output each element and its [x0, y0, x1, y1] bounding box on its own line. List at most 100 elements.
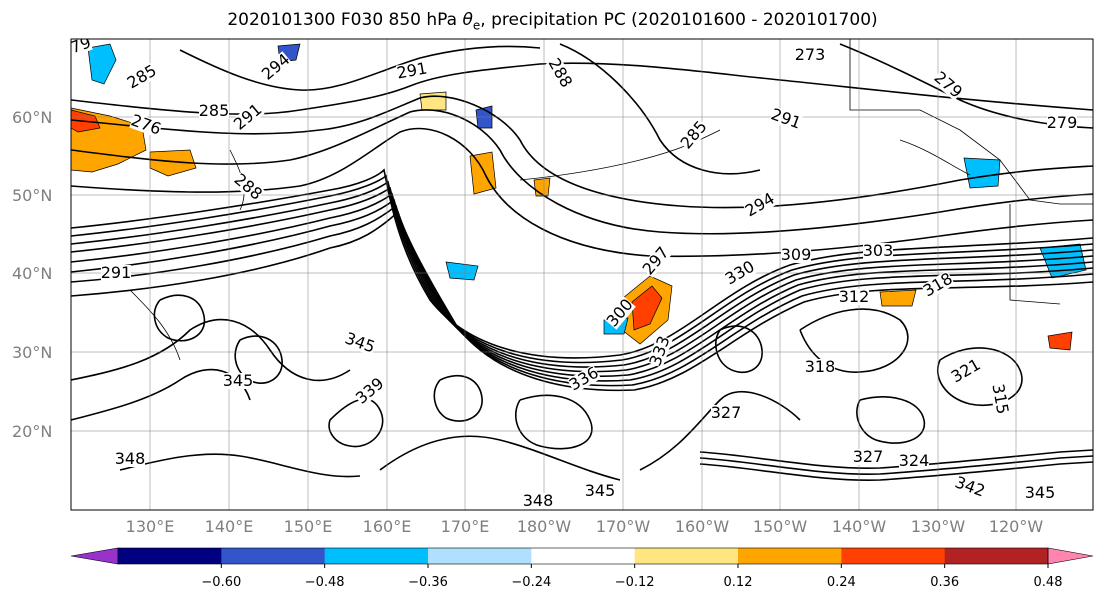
- colorbar-tick-label: 0.36: [930, 575, 959, 590]
- contour-label: 309: [781, 245, 812, 264]
- colorbar-swatch: [944, 548, 1049, 564]
- contour-label-background: [723, 258, 757, 288]
- colorbar-tick-label: −0.48: [305, 575, 345, 590]
- contour-label: 324: [899, 451, 930, 470]
- colorbar-swatch: [221, 548, 326, 564]
- colorbar-tick-label: 0.24: [827, 575, 856, 590]
- contour-label-background: [899, 453, 929, 469]
- contour-label-background: [585, 483, 615, 499]
- contour-label-background: [769, 106, 803, 132]
- contour-label-background: [567, 364, 601, 394]
- contour-label: 273: [795, 45, 826, 64]
- negative-fill-alaska: [963, 157, 1001, 189]
- contour-label-background: [259, 51, 293, 83]
- contour-label-background: [343, 330, 377, 356]
- positive-fill-gulf: [533, 177, 551, 197]
- lat-label: 30°N: [12, 343, 52, 362]
- colorbar-tick-label: 0.48: [1034, 575, 1063, 590]
- contour-label-background: [781, 247, 811, 263]
- lon-label: 130°W: [911, 517, 966, 536]
- contour-label: 327: [853, 447, 884, 466]
- contour-label-background: [115, 451, 145, 467]
- contour-label-background: [129, 112, 163, 138]
- contour-label-background: [71, 39, 93, 60]
- contour-label-background: [604, 296, 636, 330]
- contour-label: 348: [523, 491, 554, 510]
- map-title: 2020101300 F030 850 hPa θe, precipitatio…: [227, 10, 878, 33]
- lat-label: 20°N: [12, 422, 52, 441]
- lon-label: 140°W: [832, 517, 887, 536]
- contour-label-background: [989, 382, 1011, 416]
- negative-fill-mid: [445, 261, 479, 281]
- colorbar-swatch: [841, 548, 946, 564]
- contour-label-background: [199, 103, 229, 119]
- lon-label: 150°E: [284, 517, 333, 536]
- contour-label: 291: [101, 263, 132, 282]
- colorbar-swatch: [531, 548, 636, 564]
- contour-label-background: [863, 243, 893, 259]
- contour-label-background: [231, 101, 265, 133]
- contour-label-background: [921, 270, 955, 300]
- colorbar-swatch: [118, 548, 222, 564]
- contour-label-background: [125, 62, 159, 92]
- contour-label-background: [353, 375, 387, 407]
- lat-label: 50°N: [12, 186, 52, 205]
- positive-fill-sw: [1047, 331, 1073, 351]
- contour-label: 348: [115, 449, 146, 468]
- contour-label-background: [640, 244, 672, 278]
- contour-label-background: [523, 493, 553, 509]
- colorbar-tick-label: −0.12: [615, 575, 655, 590]
- contour-label-background: [1025, 485, 1055, 501]
- lon-label: 170°E: [441, 517, 490, 536]
- plot-frame: [70, 38, 1094, 511]
- lon-label: 120°W: [989, 517, 1044, 536]
- longitude-labels: 130°E 140°E 150°E 160°E 170°E 180°W 170°…: [126, 517, 1044, 536]
- contour-label-background: [953, 474, 987, 500]
- contour-label-background: [545, 56, 575, 90]
- contour-label: 345: [1025, 483, 1056, 502]
- colorbar-frame: [117, 547, 1049, 565]
- contour-label: 327: [711, 403, 742, 422]
- contour-label: 312: [839, 287, 870, 306]
- colorbar-swatch: [428, 548, 532, 564]
- colorbar-swatch: [324, 548, 429, 564]
- colorbar-extend-high: [1047, 547, 1094, 565]
- colorbar-swatch: [634, 548, 739, 564]
- lon-label: 160°E: [363, 517, 412, 536]
- contour-label-background: [711, 405, 741, 421]
- positive-fill-gom: [419, 91, 447, 111]
- negative-fill-nw: [87, 43, 117, 85]
- contour-label-background: [678, 118, 710, 152]
- contour-label-background: [231, 171, 265, 203]
- colorbar-tick-label: −0.24: [511, 575, 551, 590]
- contour-label-background: [805, 359, 835, 375]
- contour-label-background: [101, 265, 131, 281]
- contour-label: 279: [1047, 113, 1078, 132]
- contour-label-background: [1047, 115, 1077, 131]
- contour-label-background: [743, 190, 777, 220]
- colorbar: −0.60 −0.48 −0.36 −0.24 −0.12 0.12 0.24 0.36 0.4…: [70, 547, 1094, 590]
- contour-label-background: [839, 289, 869, 305]
- colorbar-tick-label: −0.60: [201, 575, 241, 590]
- contour-label-background: [223, 373, 253, 389]
- contour-label: 318: [805, 357, 836, 376]
- lon-label: 130°E: [126, 517, 175, 536]
- latitude-labels: 60°N 50°N 40°N 30°N 20°N: [12, 108, 52, 441]
- contour-label-background: [395, 60, 429, 82]
- contour-label-background: [853, 449, 883, 465]
- lon-label: 170°W: [596, 517, 651, 536]
- contour-label-background: [931, 69, 965, 101]
- contour-label-background: [795, 47, 825, 63]
- contour-label-background: [647, 334, 673, 368]
- lat-label: 40°N: [12, 264, 52, 283]
- positive-fill-east: [879, 289, 917, 307]
- positive-fill-central-core: [631, 285, 663, 331]
- contour-label: 285: [199, 101, 230, 120]
- colorbar-extend-low: [70, 547, 119, 565]
- lon-label: 140°E: [205, 517, 254, 536]
- lon-label: 160°W: [675, 517, 730, 536]
- contour-label-background: [949, 356, 983, 386]
- lon-label: 150°W: [753, 517, 808, 536]
